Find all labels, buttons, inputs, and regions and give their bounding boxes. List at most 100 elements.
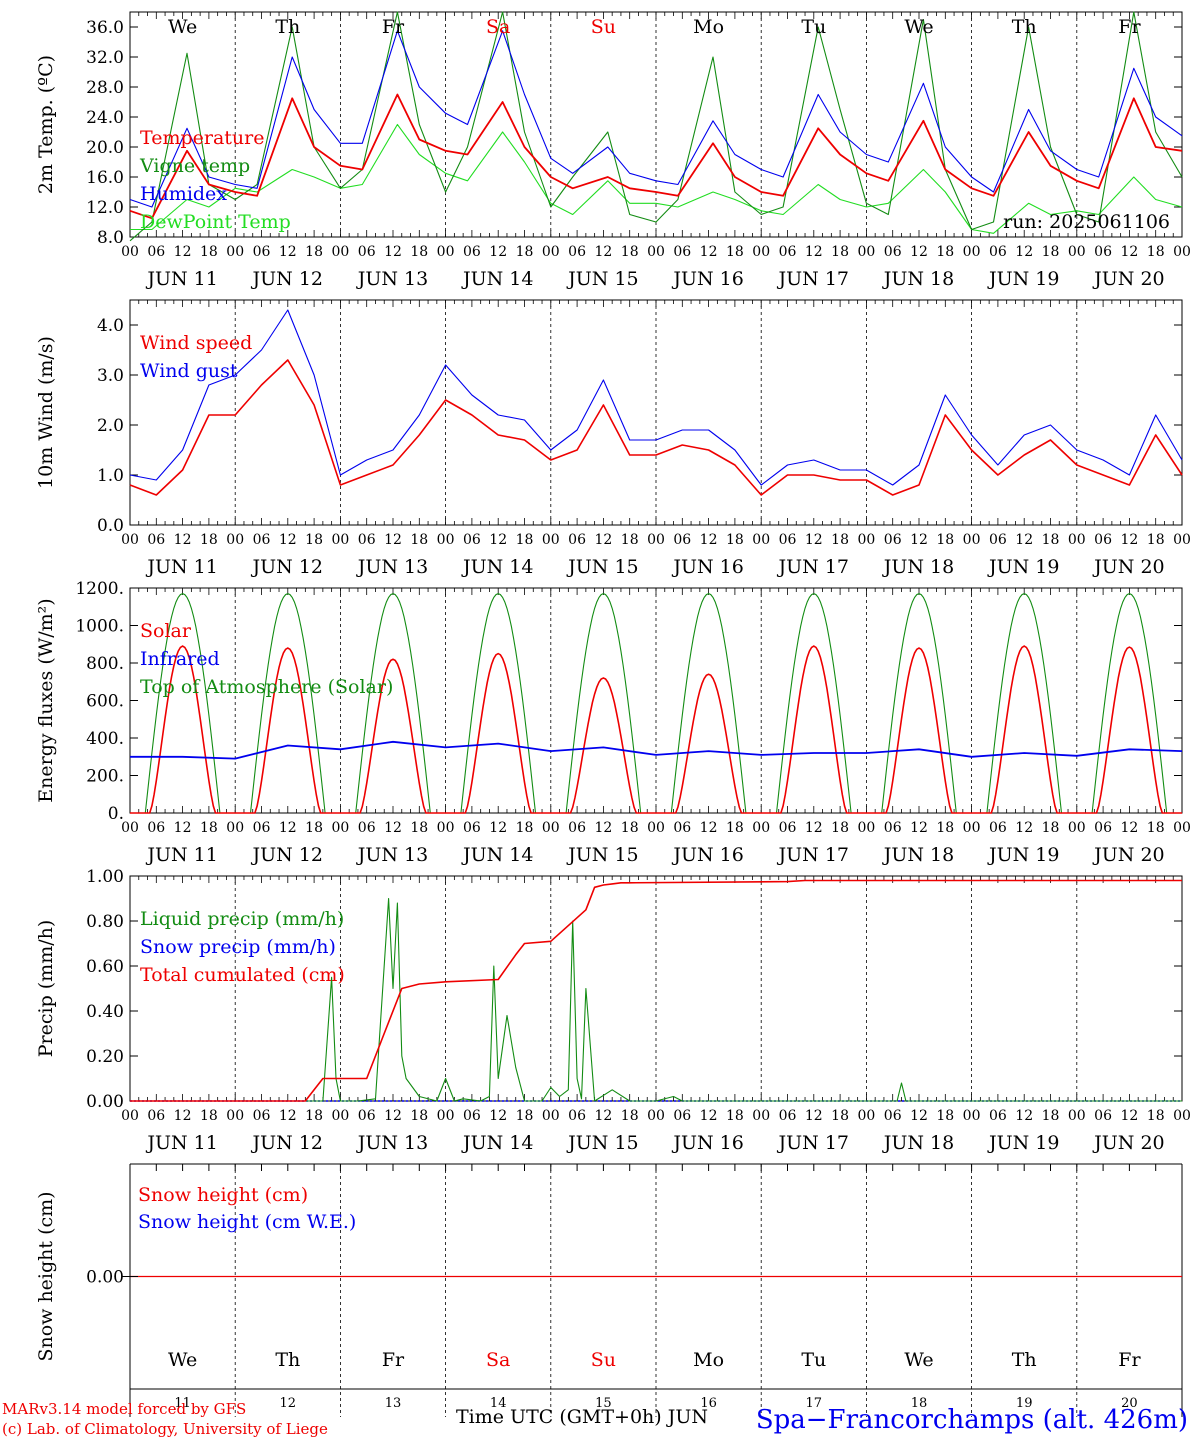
temp-hour-label: 12: [805, 244, 823, 260]
temp-series-humidex: [129, 30, 1183, 208]
temp-hour-label: 18: [726, 244, 744, 260]
temp-hour-label: 06: [884, 244, 902, 260]
wind-hour-label: 00: [437, 532, 455, 548]
energy-series-solar: [130, 645, 1182, 814]
energy-hour-label: 18: [831, 820, 849, 836]
precip-ytick-label: 0.80: [86, 912, 124, 932]
wind-date-label: JUN 13: [356, 556, 428, 578]
wind-hour-label: 18: [1147, 532, 1165, 548]
precip-series-cumulated: [130, 879, 1182, 1102]
energy-hour-label: 18: [410, 820, 428, 836]
energy-ytick-label: 800.: [86, 654, 124, 674]
temp-hour-label: 18: [621, 244, 639, 260]
energy-hour-label: 00: [1068, 820, 1086, 836]
temp-series-dewpoint-temp: [130, 123, 1183, 234]
precip-hour-label: 06: [673, 1108, 691, 1124]
energy-hour-label: 00: [121, 820, 139, 836]
wind-hour-label: 06: [779, 532, 797, 548]
precip-hour-label: 06: [884, 1108, 902, 1124]
energy-hour-label: 18: [936, 820, 954, 836]
wind-hour-label: 00: [647, 532, 665, 548]
wind-panel: 0.0 1.0 2.0 3.0 4.0 10m Wind (m/s) Wind speed W…: [35, 299, 1183, 536]
wind-hour-label: 12: [594, 532, 612, 548]
energy-hour-label: 18: [516, 820, 534, 836]
energy-date-label: JUN 11: [145, 844, 217, 866]
energy-panel: 0. 200. 400. 600. 800. 1000. 1200. Energy fluxe…: [35, 579, 1183, 824]
weekday-label-top: Fr: [1118, 16, 1141, 38]
precip-legend-item: Liquid precip (mm/h): [140, 908, 344, 930]
energy-hour-label: 00: [1173, 820, 1191, 836]
temp-date-label: JUN 14: [461, 268, 533, 290]
energy-hour-label: 06: [989, 820, 1007, 836]
temp-ytick-label: 12.0: [86, 198, 124, 218]
energy-date-label: JUN 14: [461, 844, 533, 866]
wind-date-label: JUN 16: [671, 556, 743, 578]
wind-hour-label: 12: [279, 532, 297, 548]
temp-hour-label: 00: [121, 244, 139, 260]
energy-hour-label: 18: [621, 820, 639, 836]
precip-hour-label: 12: [700, 1108, 718, 1124]
precip-date-label: JUN 15: [566, 1132, 638, 1154]
wind-hour-label: 18: [1042, 532, 1060, 548]
wind-ytick-label: 1.0: [97, 466, 124, 486]
temp-hour-label: 00: [1173, 244, 1191, 260]
wind-hour-label: 18: [200, 532, 218, 548]
precip-date-label: JUN 17: [777, 1132, 849, 1154]
energy-hour-label: 06: [779, 820, 797, 836]
weekday-label-bottom: Fr: [382, 1349, 405, 1371]
precip-date-label: JUN 11: [145, 1132, 217, 1154]
wind-ytick-label: 2.0: [97, 416, 124, 436]
temp-hour-label: 06: [147, 244, 165, 260]
snow-legend-item: Snow height (cm W.E.): [138, 1211, 356, 1233]
precip-ytick-label: 0.40: [86, 1002, 124, 1022]
energy-ytick-label: 1200.: [75, 579, 124, 599]
energy-hour-label: 06: [463, 820, 481, 836]
wind-date-label: JUN 15: [566, 556, 638, 578]
wind-date-label: JUN 17: [777, 556, 849, 578]
precip-hour-label: 06: [989, 1108, 1007, 1124]
energy-hour-label: 06: [358, 820, 376, 836]
temp-hour-label: 00: [752, 244, 770, 260]
temp-date-label: JUN 11: [145, 268, 217, 290]
energy-series-infrared: [130, 740, 1183, 760]
weekday-label-bottom: Th: [1012, 1349, 1037, 1371]
precip-hour-label: 18: [936, 1108, 954, 1124]
energy-hour-label: 12: [594, 820, 612, 836]
day-number-label: 12: [280, 1396, 297, 1411]
wind-hour-label: 12: [384, 532, 402, 548]
weekday-label-top: We: [904, 16, 933, 38]
energy-date-label: JUN 13: [356, 844, 428, 866]
day-number-label: 14: [490, 1396, 507, 1411]
energy-date-label: JUN 17: [777, 844, 849, 866]
wind-ytick-label: 3.0: [97, 366, 124, 386]
wind-hour-label: 00: [331, 532, 349, 548]
wind-series-wind-speed: [129, 359, 1183, 496]
energy-hour-label: 12: [489, 820, 507, 836]
precip-hour-label: 00: [542, 1108, 560, 1124]
precip-hour-label: 00: [647, 1108, 665, 1124]
precip-ytick-label: 1.00: [86, 867, 124, 887]
precip-hour-label: 06: [568, 1108, 586, 1124]
temp-date-label: JUN 17: [777, 268, 849, 290]
precip-hour-label: 12: [910, 1108, 928, 1124]
energy-date-label: JUN 20: [1092, 844, 1164, 866]
precip-hour-label: 06: [253, 1108, 271, 1124]
precip-legend-item: Snow precip (mm/h): [140, 936, 336, 958]
weekday-label-top: Sa: [486, 16, 510, 38]
energy-hour-label: 18: [1042, 820, 1060, 836]
energy-ytick-label: 0.: [108, 804, 124, 824]
temp-date-label: JUN 15: [566, 268, 638, 290]
temp-ytick-label: 28.0: [86, 78, 124, 98]
temp-hour-label: 18: [1042, 244, 1060, 260]
energy-hour-label: 00: [437, 820, 455, 836]
temp-hour-label: 06: [253, 244, 271, 260]
energy-legend-item: Solar: [140, 620, 192, 642]
energy-hour-label: 12: [805, 820, 823, 836]
energy-hour-label: 06: [147, 820, 165, 836]
energy-hour-label: 12: [279, 820, 297, 836]
snow-panel: 0.00 Snow height (cm) Snow height (cm) Snow…: [35, 1163, 1183, 1417]
energy-hour-label: 12: [174, 820, 192, 836]
wind-hour-label: 12: [489, 532, 507, 548]
precip-hour-label: 00: [752, 1108, 770, 1124]
temp-hour-label: 18: [305, 244, 323, 260]
